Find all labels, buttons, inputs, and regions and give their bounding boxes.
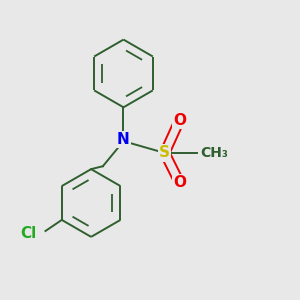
Text: S: S <box>159 146 170 160</box>
Text: O: O <box>173 113 186 128</box>
Text: N: N <box>117 132 130 147</box>
Text: CH₃: CH₃ <box>200 146 228 160</box>
Text: Cl: Cl <box>20 226 37 242</box>
Text: O: O <box>173 175 186 190</box>
